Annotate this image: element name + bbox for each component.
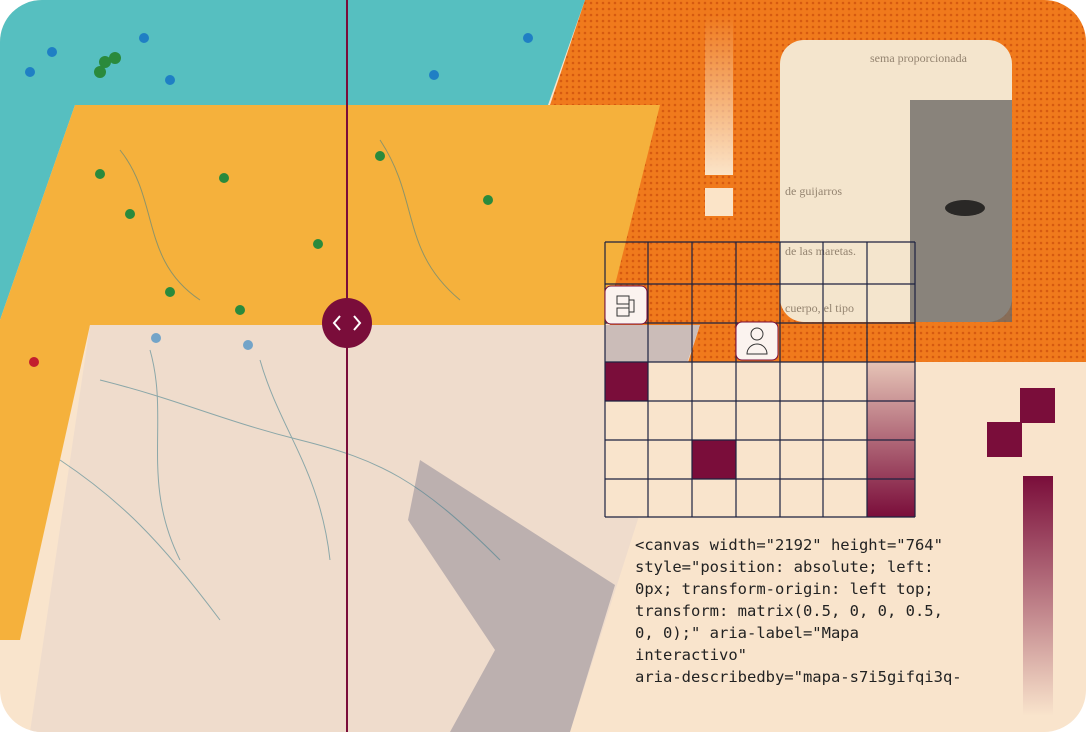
point [165,75,175,85]
point [219,173,229,183]
gradient-bar [1023,476,1053,716]
point [375,151,385,161]
icon-button [604,285,648,325]
point [47,47,57,57]
point [165,287,175,297]
code-line: aria-describedby="mapa-s7i5gifqi3q- [635,668,962,686]
exclamation-dot [705,188,733,216]
teal-region [0,0,585,320]
point [95,169,105,179]
paper-text: sema proporcionada [870,51,968,65]
paper-text: de las maretas. [785,244,856,258]
code-line: interactivo" [635,646,747,664]
map-points [25,33,533,367]
point [151,333,161,343]
rivers [59,139,501,621]
point [429,70,439,80]
code-block: <canvas width="2192" height="764" style=… [635,536,962,686]
point [235,305,245,315]
point [99,56,111,68]
point [109,52,121,64]
code-line: <canvas width="2192" height="764" [635,536,943,554]
paper-text: cuerpo, el tipo [785,301,854,315]
grid-cell [692,440,736,479]
point [483,195,493,205]
yellow-region [0,105,660,325]
point [523,33,533,43]
pixel [1020,388,1055,423]
shadow [408,460,615,732]
code-line: 0px; transform-origin: left top; [635,580,934,598]
point [94,66,106,78]
pixel [987,422,1022,457]
grid-cell [605,362,648,401]
point [313,239,323,249]
code-line: 0, 0);" aria-label="Mapa [635,624,859,642]
exclamation-bar [705,15,733,175]
user-icon [746,343,768,355]
point [139,33,149,43]
yellow-strip [0,325,90,640]
point [25,67,35,77]
icon-button [735,321,779,361]
insect [945,200,985,216]
paper-text: de guijarros [785,184,842,198]
user-icon [750,327,764,341]
tree-icon [616,295,635,317]
slider-handle[interactable] [322,298,372,348]
slider-arrows [332,315,362,331]
point [125,209,135,219]
point [243,340,253,350]
point [29,357,39,367]
code-line: style="position: absolute; left: [635,558,934,576]
grid [604,241,916,518]
code-line: transform: matrix(0.5, 0, 0, 0.5, [635,602,943,620]
